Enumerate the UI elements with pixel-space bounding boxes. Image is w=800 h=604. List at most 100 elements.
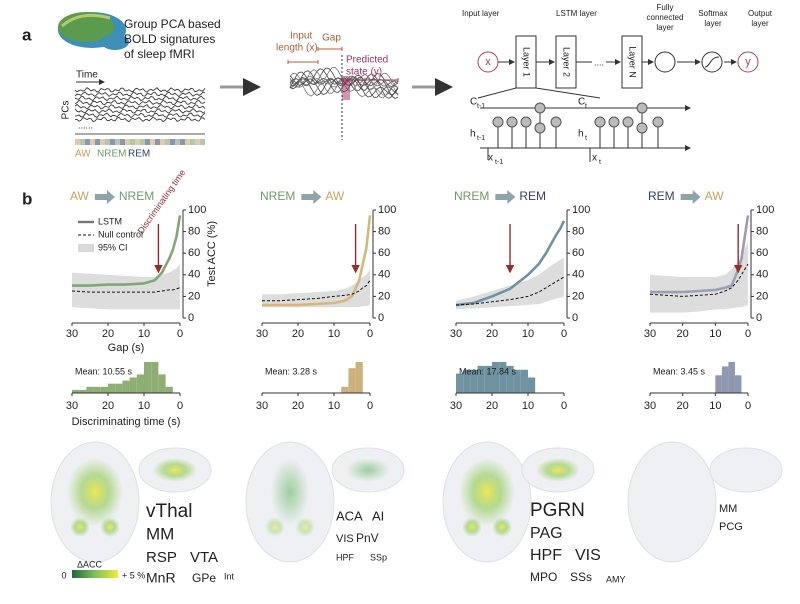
trace [289,75,399,98]
layer-header: layer [751,19,769,28]
output-node [737,51,759,73]
gate [520,116,532,128]
x-tick-label: 20 [486,328,498,340]
y-tick-label: 40 [188,269,200,281]
layer-label: Layer 1 [522,47,532,77]
layer-header: layer [656,23,674,32]
x-tick-label: 20 [102,328,114,340]
bracket-label: Input [290,31,312,42]
x-tick-label: 0 [367,328,373,340]
ci-band [650,242,748,313]
cell-subscript: t-1 [477,103,485,110]
cell-label: x [488,153,493,164]
brain-top [627,441,717,563]
region-label: VIS [336,533,354,545]
state-segment [115,139,120,145]
region-label: vThal [146,501,192,522]
y-tick-label: 100 [188,204,206,216]
histogram-bar [728,362,735,393]
cell-subscript: t-1 [477,135,485,142]
x-tick-label: 0 [561,328,567,340]
state-segment [105,139,110,145]
histogram-bar [129,377,137,393]
activation [70,517,90,537]
y-tick-label: 0 [756,312,762,324]
cell-label: x [592,153,597,164]
x-tick-label: 10 [138,400,150,412]
state-segment [165,139,170,145]
region-label: SSs [570,570,592,584]
x-tick-label: 0 [177,400,183,412]
activation [462,517,482,537]
histogram-bar [506,365,514,393]
cell-subscript: t-1 [495,159,503,166]
softmax-node [701,51,723,73]
y-tick-label: 60 [572,247,584,259]
colorbar-min: 0 [61,570,66,580]
title-line: Group PCA based [124,17,221,31]
region-label: Int [224,571,235,581]
x-tick-label: 10 [522,328,534,340]
layer-box [555,35,577,89]
gate [636,122,648,134]
region-label: MnR [146,570,176,586]
activation [492,517,512,537]
trace [74,99,206,106]
region-label: PGRN [530,500,585,521]
histogram-bar [100,386,108,393]
y-tick-label: 0 [572,312,578,324]
cell-label: C [470,97,477,108]
timeseries-bundle [289,66,399,100]
state-bar [75,139,205,145]
x-tick-label: 30 [256,400,268,412]
lstm-line [262,215,372,307]
cell-subscript: t [599,159,601,166]
histogram-bar [470,369,478,393]
histogram-bar [79,389,87,393]
title-arrow [680,190,701,204]
x-tick-label: 10 [522,400,534,412]
y-tick-label: 100 [378,204,396,216]
layer-box [621,35,643,89]
x-tick-label: 20 [292,328,304,340]
state-segment [90,139,95,145]
state-segment [80,139,85,145]
predicted-highlight [342,78,350,100]
input-node [477,51,499,73]
bracket-label: Predicted [346,55,388,66]
legend-label: LSTM [98,216,122,226]
state-segment [160,139,165,145]
y-tick-label: 60 [378,247,390,259]
gate [594,116,606,128]
null-line [455,276,565,306]
panel-label: b [22,189,32,208]
histogram-bar [86,386,94,393]
histogram-bar [734,375,742,393]
state-segment [180,139,185,145]
trace [74,87,206,93]
bracket [317,47,343,51]
x-tick-label: 0 [745,328,751,340]
trace [74,91,206,98]
region-label: ACA [336,508,363,523]
mean-label: Mean: 3.28 s [265,366,318,376]
y-tick-label: 100 [572,204,590,216]
histogram-bar [477,365,485,393]
histogram-bar [348,368,356,393]
title-from: REM [648,189,675,203]
time-label: Time [76,70,98,81]
histogram-bar [456,373,464,393]
state-segment [195,139,200,145]
null-line [649,263,749,297]
histogram-bar [463,369,471,393]
cell-label: h [578,129,584,140]
node-label: x [485,56,491,68]
state-segment [75,139,80,145]
region-label: MM [719,503,737,515]
activation [270,458,310,526]
ci-band [262,269,370,308]
lstm-line [455,220,566,307]
title-line: of sleep fMRI [124,47,195,61]
title-from: NREM [260,189,295,203]
